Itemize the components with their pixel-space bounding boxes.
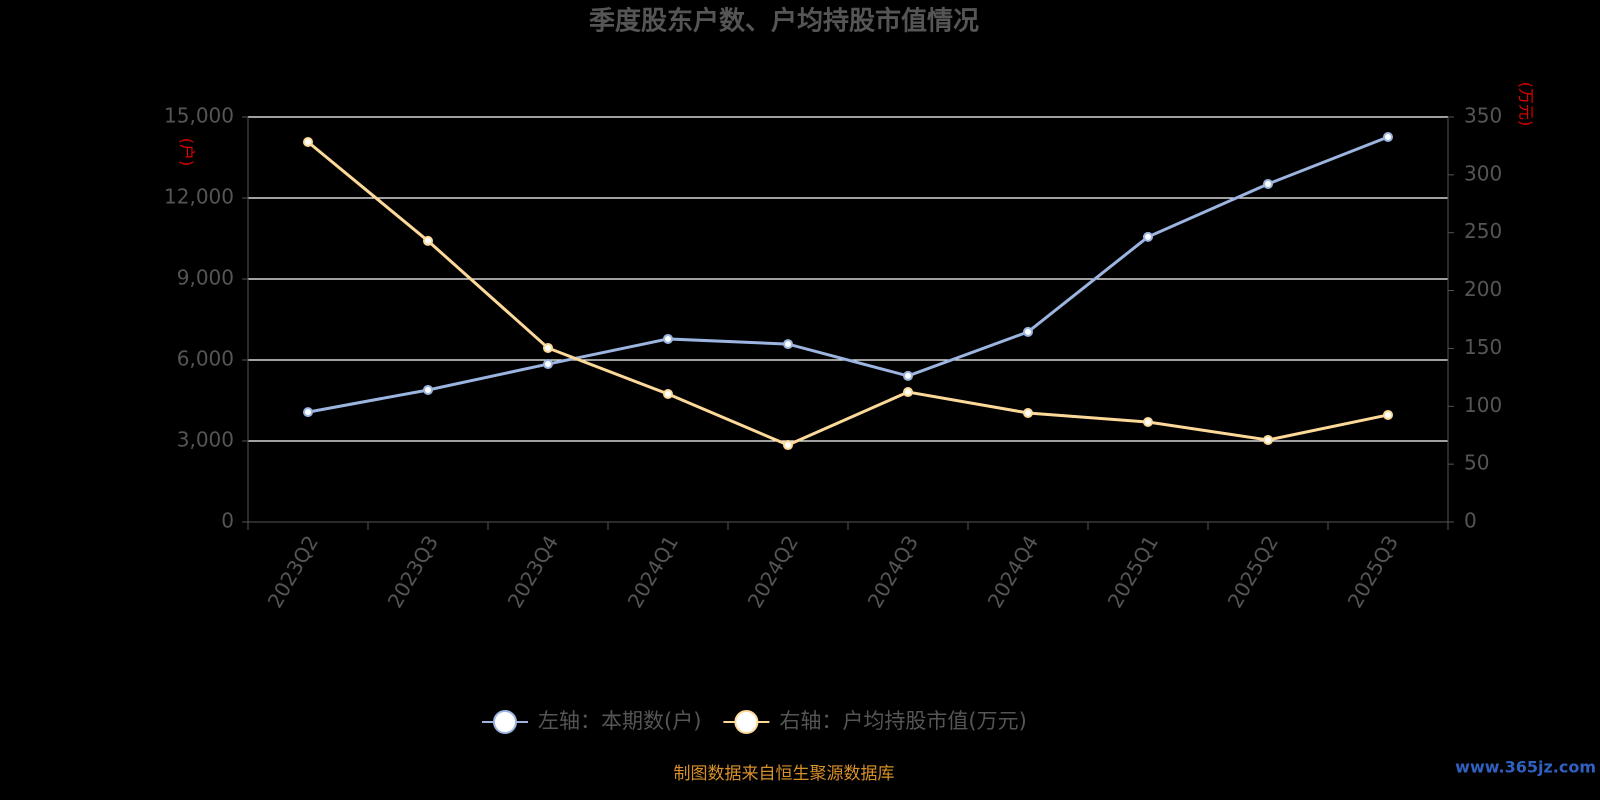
series-line [307, 135, 1389, 414]
data-point [1023, 407, 1033, 418]
y-tick-label: 3,000 [177, 428, 234, 452]
y-tick-label: 0 [221, 509, 234, 533]
data-point [663, 333, 673, 344]
data-point [543, 359, 553, 370]
y2-tick-label: 250 [1464, 219, 1502, 243]
x-tick-label: 2023Q4 [503, 531, 563, 612]
x-tick-label: 2024Q4 [983, 531, 1043, 612]
data-point [663, 389, 673, 400]
data-point [303, 407, 313, 418]
data-point [423, 235, 433, 246]
y2-tick-label: 150 [1464, 335, 1502, 359]
watermark: www.365jz.com [1455, 758, 1596, 777]
legend-label: 右轴：户均持股市值(万元) [779, 709, 1026, 733]
source-note: 制图数据来自恒生聚源数据库 [674, 764, 895, 784]
x-tick-label: 2024Q3 [863, 531, 923, 612]
y-axis-unit: (户) [178, 138, 197, 167]
data-point [423, 384, 433, 395]
x-tick-label: 2024Q1 [623, 531, 683, 612]
chart-title: 季度股东户数、户均持股市值情况 [589, 6, 979, 37]
series-line [307, 140, 1389, 447]
data-point [1023, 326, 1033, 337]
data-point [903, 370, 913, 381]
data-point [783, 440, 793, 451]
data-point [303, 136, 313, 147]
y-tick-label: 6,000 [177, 347, 234, 371]
data-point [903, 387, 913, 398]
x-tick-label: 2024Q2 [743, 531, 803, 612]
legend-marker [734, 710, 759, 734]
x-tick-label: 2023Q3 [383, 531, 443, 612]
data-point [1383, 409, 1393, 420]
legend-label: 左轴：本期数(户) [538, 709, 701, 733]
data-point [1263, 178, 1273, 189]
y-tick-label: 9,000 [177, 266, 234, 290]
x-tick-label: 2025Q2 [1223, 531, 1283, 612]
data-point [1263, 434, 1273, 445]
y2-tick-label: 350 [1464, 104, 1502, 128]
y-tick-label: 12,000 [164, 185, 234, 209]
data-point [1383, 131, 1393, 142]
y2-axis-unit: (万元) [1517, 82, 1536, 127]
y-tick-label: 15,000 [164, 104, 234, 128]
legend-marker [493, 710, 517, 734]
data-point [1143, 231, 1153, 242]
y2-tick-label: 100 [1464, 393, 1502, 417]
x-tick-label: 2025Q3 [1343, 531, 1403, 612]
y2-tick-label: 300 [1464, 161, 1502, 185]
x-tick-label: 2023Q2 [263, 531, 323, 612]
data-point [783, 339, 793, 350]
data-point [543, 342, 553, 353]
x-tick-label: 2025Q1 [1103, 531, 1163, 612]
y2-tick-label: 0 [1464, 509, 1477, 533]
y2-tick-label: 200 [1464, 277, 1502, 301]
y2-tick-label: 50 [1464, 451, 1489, 475]
data-point [1143, 417, 1153, 428]
